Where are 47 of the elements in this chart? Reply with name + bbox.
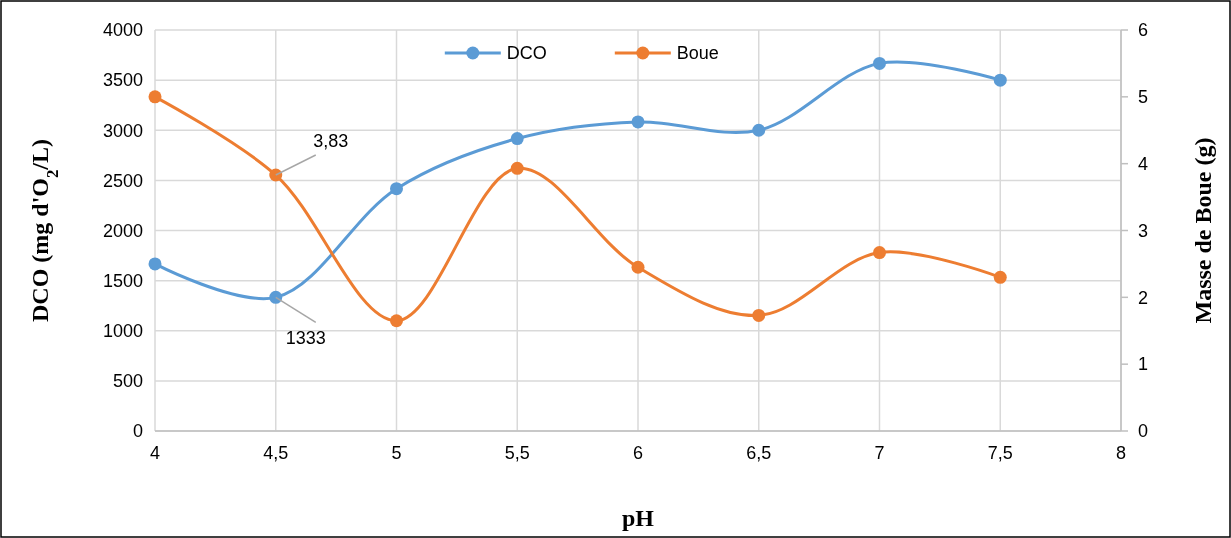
point (752, 308, 766, 322)
point (148, 257, 162, 271)
y-tick-label: 500 (112, 371, 143, 392)
y-tick-label: 2000 (102, 220, 143, 241)
x-tick-label: 5 (391, 443, 402, 463)
data-label: 1333 (285, 328, 326, 349)
point (148, 90, 162, 104)
point (390, 182, 403, 196)
y2-axis-title: Masse de Boue (g) (1190, 137, 1216, 324)
x-tick-label: 7 (874, 443, 885, 463)
point (631, 115, 645, 129)
x-axis-title: pH (621, 505, 655, 531)
point (993, 270, 1007, 284)
y2-tick-label: 5 (1137, 87, 1149, 108)
y2-tick-label: 4 (1137, 153, 1149, 174)
point (993, 73, 1007, 87)
x-tick-label: 6,5 (746, 443, 772, 463)
point (390, 314, 403, 328)
y-tick-label: 1000 (102, 321, 143, 342)
y-tick-label: 3500 (102, 70, 143, 91)
x-tick-label: 5,5 (504, 443, 530, 463)
y-tick-label: 3000 (102, 120, 143, 141)
legend-label: Boue (676, 43, 719, 64)
point (873, 246, 886, 260)
legend-label: DCO (506, 43, 547, 64)
y2-tick-label: 6 (1137, 20, 1149, 41)
point (873, 56, 886, 70)
y2-tick-label: 2 (1137, 287, 1149, 308)
y2-tick-label: 1 (1137, 354, 1149, 375)
point (510, 161, 524, 175)
point (631, 260, 645, 274)
data-label: 3,83 (313, 131, 349, 152)
point (269, 290, 283, 304)
y-tick-label: 4000 (102, 20, 143, 41)
point (510, 132, 524, 146)
x-tick-label: 4,5 (263, 443, 289, 463)
x-tick-label: 7,5 (987, 443, 1013, 463)
x-tick-label: 4 (149, 443, 161, 463)
y2-tick-label: 0 (1137, 421, 1149, 442)
x-tick-label: 8 (1115, 443, 1127, 463)
point (269, 168, 283, 182)
point (752, 123, 766, 137)
y-tick-label: 1500 (102, 270, 143, 291)
y-tick-label: 0 (132, 421, 143, 442)
y2-tick-label: 3 (1137, 220, 1149, 241)
x-tick-label: 6 (632, 443, 644, 463)
y-tick-label: 2500 (102, 170, 143, 191)
